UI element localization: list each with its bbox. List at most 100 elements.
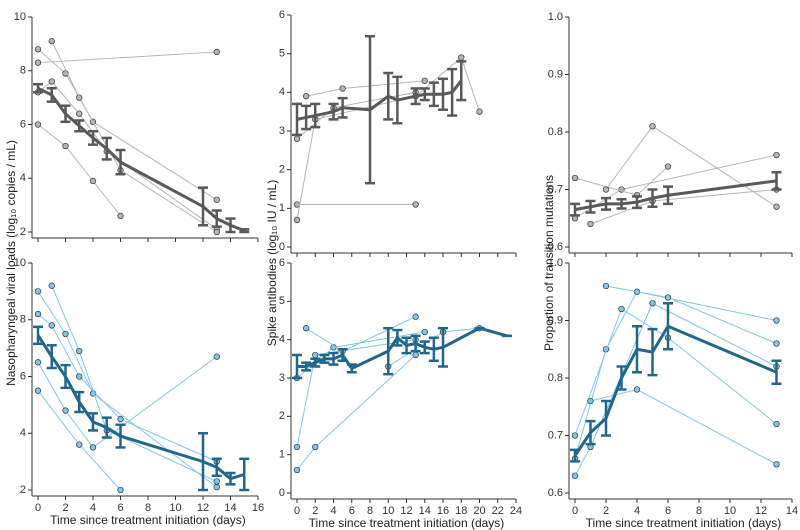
data-point [773,151,780,159]
y-tick-label: 3 [279,125,285,137]
data-point [649,300,656,307]
error-bar [392,328,403,347]
y-tick-label: 6 [20,118,26,130]
y-tick-label: 0.8 [548,126,563,138]
error-bar [310,102,321,129]
error-bar [419,87,430,102]
data-point [421,77,428,84]
individual-line [37,80,218,230]
mean-line [573,324,778,457]
error-bar [616,365,627,391]
individual-line [51,40,218,233]
error-bar [33,82,43,94]
data-point [213,196,220,203]
mean-line [574,179,777,212]
y-tick-label: 0.7 [548,429,563,441]
data-point [421,328,428,336]
data-point [34,359,42,366]
data-point [587,220,594,228]
individual-line [37,291,218,488]
x-tick-label: 16 [437,505,449,517]
data-point [293,466,301,474]
error-bar [585,419,596,446]
error-bar [392,75,403,125]
error-bar [60,363,71,390]
data-point [571,174,579,182]
error-bar [570,202,580,217]
x-axis-label: Time since treatment initiation (days) [586,516,782,530]
data-point [76,347,83,355]
y-tick-label: 4 [279,334,285,346]
y-tick-label: 6 [20,370,26,382]
data-point [312,351,319,359]
error-bar [319,353,330,364]
error-bar [410,87,421,106]
error-bar [301,361,312,372]
data-point [34,387,42,394]
individual-line [574,166,669,196]
error-bar [663,302,673,351]
error-bar [401,336,412,355]
data-point [213,48,220,56]
error-bar [365,35,375,185]
data-point [649,123,656,130]
error-bar [211,457,222,478]
error-bar [383,326,394,376]
error-bar [301,104,312,131]
y-tick-label: 1 [279,449,285,461]
error-bar [101,416,112,439]
x-tick-label: 2 [603,505,609,517]
y-tick-label: 5 [279,295,285,307]
error-bar [33,325,43,346]
error-bar [292,102,302,137]
error-bar [239,228,250,234]
data-point [48,38,55,45]
x-tick-label: 4 [330,505,336,517]
error-bar [225,217,236,234]
x-tick-label: 0 [294,505,300,517]
x-tick-label: 14 [224,502,236,514]
error-bar [101,136,112,161]
individual-line [37,51,217,64]
mean-line [296,79,463,121]
error-bar [438,326,448,368]
y-tick-label: 0.9 [548,68,563,80]
y-tick-label: 0.7 [548,183,563,195]
x-tick-label: 10 [724,505,736,517]
data-point [773,340,780,347]
data-point [602,282,610,290]
x-tick-label: 2 [62,502,68,514]
error-bar [328,351,339,366]
error-bar [225,471,236,486]
individual-line [51,285,217,482]
x-tick-label: 8 [367,505,373,517]
error-bar [60,104,71,124]
error-bar [198,186,208,227]
error-bar [419,340,430,355]
data-point [618,305,625,313]
individual-line [37,124,121,217]
data-point [213,228,220,236]
y-tick-label: 1.0 [548,11,563,23]
individual-line [590,388,777,465]
data-point [117,486,124,494]
error-bar [601,196,611,211]
data-point [48,322,55,329]
data-point [117,415,124,423]
y-tick-label: 6 [279,257,285,269]
data-point [117,212,124,220]
y-tick-label: 2 [279,164,285,176]
data-point [458,54,465,61]
error-bar [771,359,782,385]
y-tick-label: 4 [279,86,285,98]
y-tick-label: 0.9 [548,314,563,326]
data-point [213,484,220,491]
data-point [476,108,483,115]
x-tick-label: 4 [634,505,640,517]
error-bar [601,399,611,437]
y-tick-label: 6 [279,9,285,21]
data-point [213,353,220,360]
error-bar [647,327,658,377]
individual-line [574,308,777,436]
data-point [302,325,310,332]
